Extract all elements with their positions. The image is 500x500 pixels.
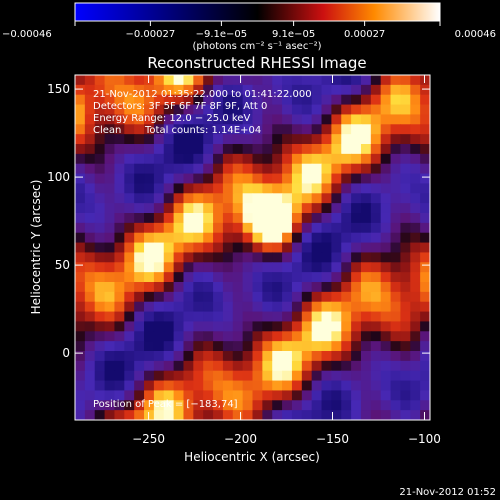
annotation-method: Clean (93, 125, 121, 136)
colorbar-tick-label: 0.00027 (344, 29, 385, 40)
colorbar-tick-label: −9.1e−05 (196, 29, 248, 40)
colorbar-tick-label: −0.00046 (2, 29, 52, 40)
colorbar-ticks (74, 21, 441, 26)
footer-timestamp: 21-Nov-2012 01:52 (399, 487, 496, 498)
y-axis-ticks: 0 50 100 150 (47, 82, 430, 360)
y-axis-label: Heliocentric Y (arcsec) (29, 180, 43, 315)
annotation-time-range: 21-Nov-2012 01:35:22.000 to 01:41:22.000 (93, 89, 312, 100)
heatmap-image (75, 75, 430, 420)
y-tick-label: 0 (62, 346, 70, 360)
y-tick-label: 50 (55, 258, 70, 272)
colorbar-tick-label: −0.00027 (126, 29, 176, 40)
chart-title: Reconstructed RHESSI Image (147, 54, 366, 72)
colorbar-unit: (photons cm⁻² s⁻¹ asec⁻²) (192, 41, 321, 52)
colorbar-tick-labels: −0.00046 −0.00027 −9.1e−05 9.1e−05 0.00027 0.… (2, 29, 496, 40)
x-tick-label: −150 (316, 432, 349, 446)
plot-frame (74, 74, 431, 421)
annotation-detectors: Detectors: 3F 5F 6F 7F 8F 9F, Att 0 (93, 101, 267, 112)
peak-label: Position of Peak = [−183,74] (93, 399, 238, 410)
x-tick-label: −200 (224, 432, 257, 446)
x-axis-label: Heliocentric X (arcsec) (184, 450, 320, 464)
x-tick-label: −100 (408, 432, 441, 446)
annotation-energy: Energy Range: 12.0 − 25.0 keV (93, 113, 250, 124)
colorbar (74, 2, 441, 22)
y-tick-label: 150 (47, 82, 70, 96)
annotation-counts: Total counts: 1.14E+04 (144, 125, 261, 136)
x-tick-label: −250 (132, 432, 165, 446)
colorbar-tick-label: 9.1e−05 (272, 29, 315, 40)
colorbar-tick-label: 0.00046 (455, 29, 496, 40)
x-axis-ticks: −250 −200 −150 −100 (132, 75, 441, 446)
y-tick-label: 100 (47, 170, 70, 184)
